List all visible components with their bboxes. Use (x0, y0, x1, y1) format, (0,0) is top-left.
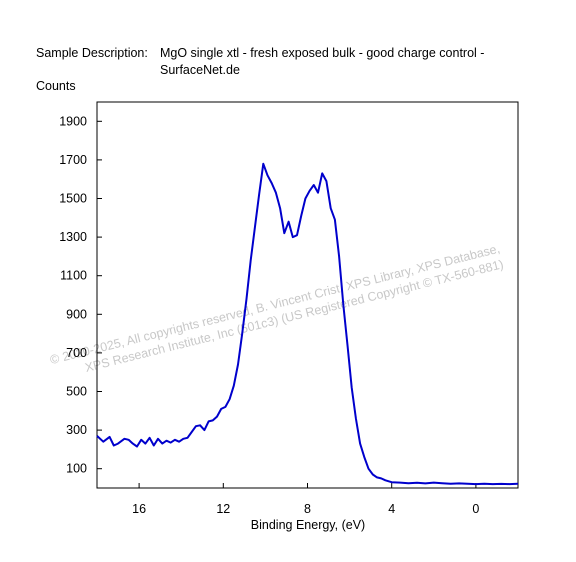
axis-ticks: 100 300 500 700 900 1100 1300 1500 1700 1900 16 12 8… (59, 114, 479, 516)
sample-description-line2: SurfaceNet.de (160, 63, 240, 77)
sample-description-label: Sample Description: (36, 46, 148, 60)
spectrum-line (96, 162, 519, 486)
sample-description-line1: MgO single xtl - fresh exposed bulk - go… (160, 46, 485, 60)
y-tick-label: 500 (66, 385, 87, 399)
y-tick-label: 1700 (59, 153, 87, 167)
y-tick-label: 900 (66, 307, 87, 321)
y-tick-label: 1900 (59, 114, 87, 128)
y-tick-label: 100 (66, 462, 87, 476)
y-axis-label: Counts (36, 79, 76, 93)
y-tick-label: 1300 (59, 230, 87, 244)
y-tick-label: 700 (66, 346, 87, 360)
x-axis-label: Binding Energy, (eV) (251, 518, 365, 532)
y-tick-label: 300 (66, 423, 87, 437)
x-tick-label: 4 (388, 502, 395, 516)
copyright-watermark: © 2020-2025, All copyrights reserved, B.… (49, 242, 505, 375)
x-tick-label: 8 (304, 502, 311, 516)
watermark-line1: © 2020-2025, All copyrights reserved, B.… (49, 242, 502, 368)
y-tick-label: 1500 (59, 192, 87, 206)
watermark-line2: XPS Research Institute, Inc (501c3) (US … (84, 257, 505, 375)
x-tick-label: 12 (216, 502, 230, 516)
x-tick-label: 16 (132, 502, 146, 516)
x-tick-label: 0 (472, 502, 479, 516)
y-tick-label: 1100 (60, 269, 87, 283)
